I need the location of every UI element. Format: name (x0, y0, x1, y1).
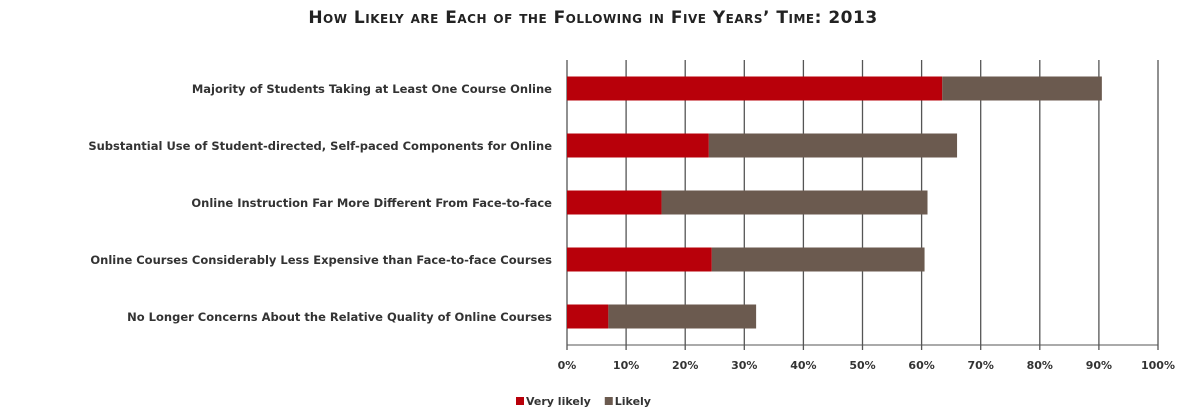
legend-swatch (604, 397, 613, 405)
legend-label: Very likely (526, 395, 591, 408)
bar (942, 76, 1102, 101)
bar (711, 247, 925, 272)
bar (567, 190, 662, 215)
x-tick-label: 10% (613, 359, 639, 372)
legend-swatch (516, 397, 524, 405)
bar (661, 190, 928, 215)
bar (567, 133, 709, 158)
bar (567, 76, 943, 101)
bar (567, 247, 712, 272)
x-tick-label: 40% (790, 359, 816, 372)
chart-title: How Likely are Each of the Following in … (308, 8, 878, 28)
x-tick-label: 20% (672, 359, 698, 372)
bar (567, 304, 609, 329)
x-tick-label: 80% (1027, 359, 1053, 372)
x-tick-label: 50% (849, 359, 875, 372)
legend-label: Likely (615, 395, 651, 408)
y-tick-label: Substantial Use of Student-directed, Sel… (88, 138, 552, 153)
x-tick-label: 30% (731, 359, 757, 372)
x-tick-label: 100% (1141, 359, 1175, 372)
x-tick-label: 60% (908, 359, 934, 372)
y-tick-label: No Longer Concerns About the Relative Qu… (127, 309, 552, 324)
x-tick-label: 70% (968, 359, 994, 372)
x-tick-label: 0% (558, 359, 577, 372)
y-tick-label: Majority of Students Taking at Least One… (191, 81, 552, 96)
bar (608, 304, 757, 329)
x-tick-label: 90% (1086, 359, 1112, 372)
y-tick-label: Online Courses Considerably Less Expensi… (90, 252, 552, 267)
y-tick-label: Online Instruction Far More Different Fr… (191, 195, 552, 210)
bar (708, 133, 958, 158)
